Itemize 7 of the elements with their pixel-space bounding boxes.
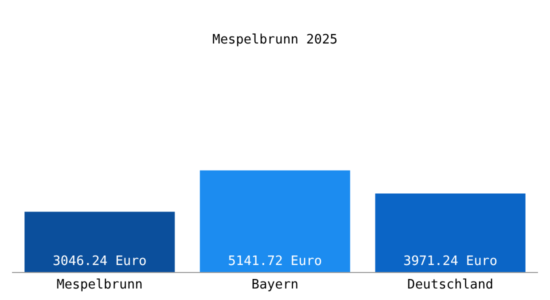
data-label: 3046.24 Euro (52, 254, 147, 269)
x-tick-label: Deutschland (407, 278, 494, 293)
data-label: 5141.72 Euro (228, 254, 322, 269)
data-label: 3971.24 Euro (403, 254, 498, 269)
x-tick-label: Bayern (252, 278, 298, 293)
x-tick-label: Mespelbrunn (56, 278, 143, 293)
chart-title: Mespelbrunn 2025 (212, 32, 338, 48)
